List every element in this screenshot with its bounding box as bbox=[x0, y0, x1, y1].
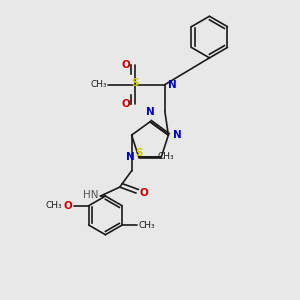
Text: N: N bbox=[168, 80, 177, 90]
Text: O: O bbox=[139, 188, 148, 198]
Text: S: S bbox=[135, 148, 143, 158]
Text: CH₃: CH₃ bbox=[157, 152, 174, 161]
Text: S: S bbox=[131, 78, 139, 88]
Text: N: N bbox=[126, 152, 135, 162]
Text: N: N bbox=[173, 130, 182, 140]
Text: O: O bbox=[64, 201, 72, 211]
Text: CH₃: CH₃ bbox=[90, 80, 107, 89]
Text: HN: HN bbox=[82, 190, 98, 200]
Text: CH₃: CH₃ bbox=[139, 220, 155, 230]
Text: CH₃: CH₃ bbox=[46, 201, 62, 210]
Text: O: O bbox=[121, 99, 130, 109]
Text: N: N bbox=[146, 107, 154, 117]
Text: O: O bbox=[121, 60, 130, 70]
